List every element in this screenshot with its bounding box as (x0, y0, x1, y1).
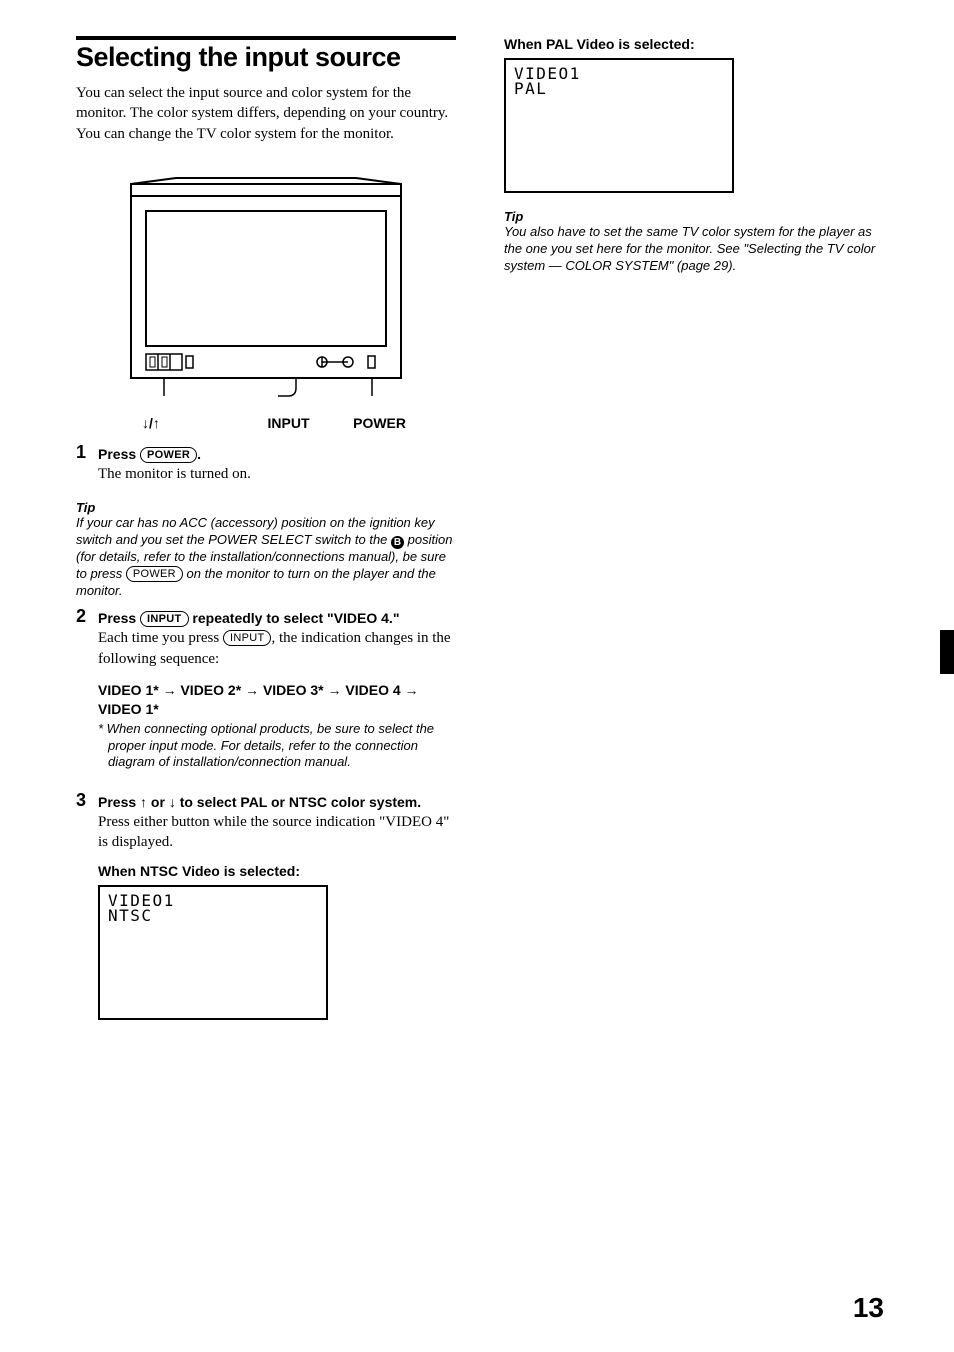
step-1-body: The monitor is turned on. (98, 464, 456, 484)
power-button-pill: POWER (126, 566, 183, 582)
steps-list-cont: 2 Press INPUT repeatedly to select "VIDE… (76, 609, 456, 1019)
step-2-heading: Press INPUT repeatedly to select "VIDEO … (98, 609, 456, 628)
text: If your car has no ACC (accessory) posit… (76, 515, 435, 547)
tip-2-body: You also have to set the same TV color s… (504, 224, 884, 275)
step-1-heading: Press POWER. (98, 445, 456, 464)
step-2: 2 Press INPUT repeatedly to select "VIDE… (76, 609, 456, 771)
step-3-body: Press either button while the source ind… (98, 812, 456, 853)
diagram-input-label: INPUT (268, 415, 310, 431)
diagram-power-label: POWER (353, 415, 406, 431)
diagram-arrow-label: ↓/↑ (142, 415, 160, 431)
power-button-pill: POWER (140, 447, 197, 463)
left-column: Selecting the input source You can selec… (76, 36, 456, 1020)
page-edge-tab (940, 630, 954, 674)
text: repeatedly to select "VIDEO 4." (189, 610, 400, 626)
tip-1-body: If your car has no ACC (accessory) posit… (76, 515, 456, 600)
page-columns: Selecting the input source You can selec… (76, 36, 898, 1020)
pal-screen: VIDEO1 PAL (504, 58, 734, 193)
step-1: 1 Press POWER. The monitor is turned on. (76, 445, 456, 484)
step-number: 2 (76, 606, 86, 627)
monitor-diagram: ↓/↑ INPUT POWER (106, 156, 426, 431)
tip-label: Tip (504, 209, 884, 224)
intro-paragraph: You can select the input source and colo… (76, 83, 456, 144)
ntsc-screen: VIDEO1 NTSC (98, 885, 328, 1020)
step-2-footnote: * When connecting optional products, be … (98, 721, 456, 772)
screen-line-2: PAL (514, 81, 724, 96)
steps-list: 1 Press POWER. The monitor is turned on. (76, 445, 456, 484)
step-3: 3 Press ↑ or ↓ to select PAL or NTSC col… (76, 793, 456, 1019)
step-number: 1 (76, 442, 86, 463)
text: . (197, 446, 201, 462)
text: Press (98, 446, 140, 462)
b-circle-icon: B (391, 536, 404, 549)
heading-rule (76, 36, 456, 40)
step-3-heading: Press ↑ or ↓ to select PAL or NTSC color… (98, 793, 456, 812)
right-column: When PAL Video is selected: VIDEO1 PAL T… (504, 36, 884, 1020)
screen-line-2: NTSC (108, 908, 318, 923)
ntsc-label: When NTSC Video is selected: (98, 863, 456, 879)
video-sequence: VIDEO 1* → VIDEO 2* → VIDEO 3* → VIDEO 4… (98, 681, 456, 719)
text: Each time you press (98, 630, 223, 646)
pal-label: When PAL Video is selected: (504, 36, 884, 52)
input-button-pill: INPUT (223, 630, 272, 646)
page-heading: Selecting the input source (76, 42, 456, 73)
tip-label: Tip (76, 500, 456, 515)
step-2-body: Each time you press INPUT, the indicatio… (98, 628, 456, 669)
page-number: 13 (853, 1292, 884, 1324)
step-number: 3 (76, 790, 86, 811)
text: Press (98, 610, 140, 626)
input-button-pill: INPUT (140, 611, 189, 627)
